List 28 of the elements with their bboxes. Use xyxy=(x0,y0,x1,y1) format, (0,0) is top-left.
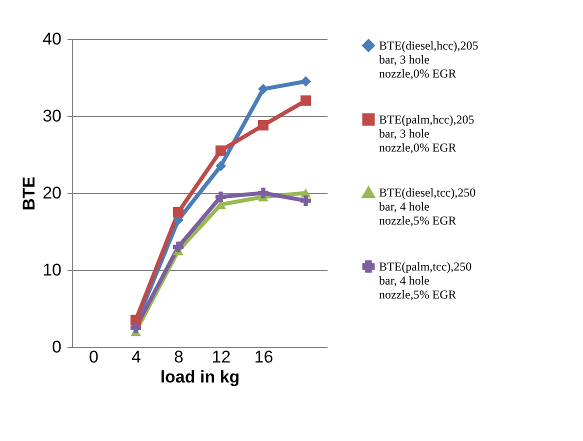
point xyxy=(300,195,311,206)
legend-label: BTE(palm,hcc),205 bar, 3 hole nozzle,0% EGR xyxy=(379,112,474,154)
x-tick-label: 8 xyxy=(174,348,184,366)
x-tick-label: 4 xyxy=(132,348,141,366)
point xyxy=(300,76,311,87)
x-tick-label: 16 xyxy=(254,348,274,366)
point xyxy=(173,207,184,218)
point xyxy=(173,242,184,252)
y-tick-label: 20 xyxy=(42,184,62,202)
point xyxy=(300,95,311,106)
y-axis-title: BTE xyxy=(20,176,39,210)
point xyxy=(216,192,226,202)
point xyxy=(258,188,268,198)
point xyxy=(130,314,141,326)
point xyxy=(216,145,226,156)
y-tick-label: 10 xyxy=(42,260,62,280)
x-tick-label: 12 xyxy=(212,348,231,366)
y-tick-label: 40 xyxy=(42,30,62,48)
point xyxy=(216,160,226,172)
point xyxy=(258,84,268,94)
legend-label: BTE(diesel,tcc),250 bar, 4 hole nozzle,5% EGR xyxy=(379,186,476,228)
legend-label: BTE(palm,tcc),250 bar, 4 hole nozzle,5% EGR xyxy=(379,260,472,302)
point xyxy=(130,322,141,333)
point xyxy=(258,120,268,130)
x-axis-title: load in kg xyxy=(160,368,240,386)
x-tick-label: 0 xyxy=(89,348,98,366)
y-tick-label: 30 xyxy=(42,106,62,126)
legend-label: BTE(diesel,hcc),205 bar, 3 hole nozzle,0% EGR xyxy=(379,38,478,80)
